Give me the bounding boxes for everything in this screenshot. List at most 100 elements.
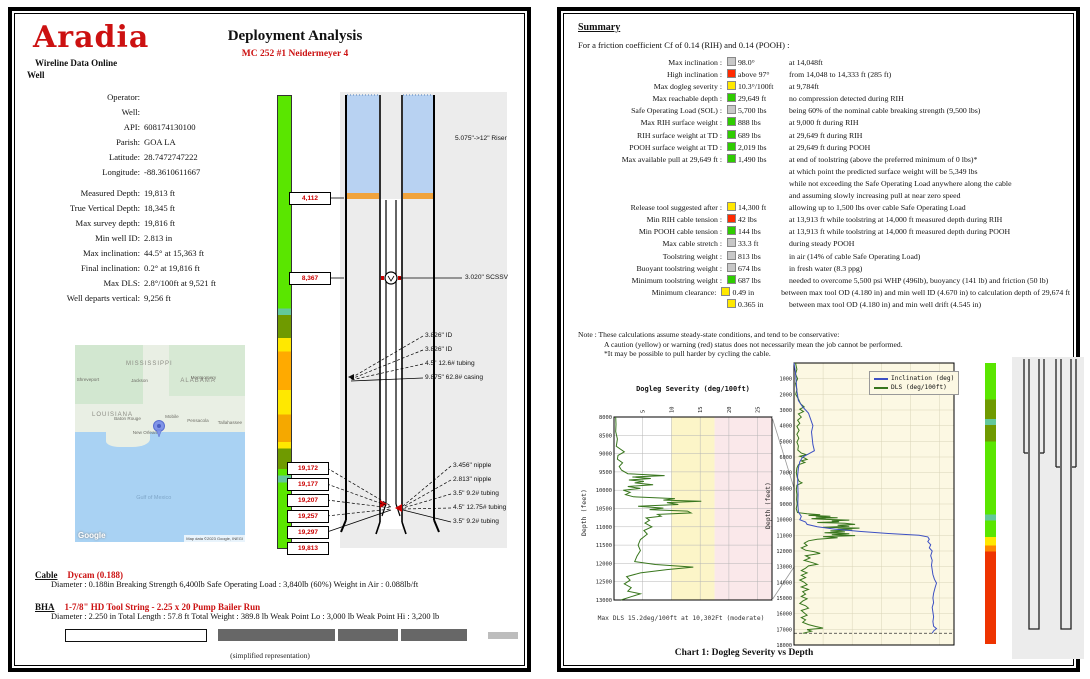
summary-row: Buoyant toolstring weight :674 lbs in fre… <box>636 262 863 273</box>
aradia-logo: Aradia <box>33 20 150 55</box>
summary-row: RIH surface weight at TD :689 lbs at 29,6… <box>637 129 863 140</box>
well-severity-colorbar <box>277 95 292 549</box>
summary-row: Safe Operating Load (SOL) :5,700 lbs bein… <box>631 105 981 116</box>
svg-text:11500: 11500 <box>596 543 612 549</box>
depth-box: 19,207 <box>287 494 329 507</box>
svg-text:25: 25 <box>756 407 762 414</box>
note-line: A caution (yellow) or warning (red) stat… <box>604 339 903 349</box>
map-pin-icon[interactable] <box>152 419 166 438</box>
well-tubes-schematic <box>1012 357 1084 659</box>
map-state-label: LOUISIANA <box>92 411 134 418</box>
scssv-label: 3.020" SCSSV <box>465 274 509 281</box>
status-swatch <box>727 262 736 272</box>
summary-intro: For a friction coefficient Cf of 0.14 (R… <box>578 40 790 50</box>
chart1-caption: Max DLS 15.2deg/100ft at 10,302Ft (moder… <box>597 615 765 622</box>
well-section-heading: Well <box>27 70 45 80</box>
well-stats-list: Measured Depth: 19,813 ft True Vertical D… <box>30 186 290 306</box>
status-swatch <box>727 93 736 103</box>
svg-text:12500: 12500 <box>596 580 612 586</box>
report-page-2: Summary For a friction coefficient Cf of… <box>557 7 1084 672</box>
summary-row-extra: and assuming slowly increasing pull at n… <box>789 191 961 201</box>
svg-text:2000: 2000 <box>780 392 793 398</box>
legend-label: DLS (deg/100ft) <box>891 384 947 391</box>
summary-row-extra: while not exceeding the Safe Operating L… <box>789 178 1012 188</box>
status-swatch <box>727 57 736 66</box>
svg-text:5000: 5000 <box>780 439 793 445</box>
tubing-label: 4.5" 12.75# tubing <box>453 504 507 511</box>
location-map[interactable]: MISSISSIPPI ALABAMA LOUISIANA Shreveport… <box>75 345 245 542</box>
status-swatch <box>727 69 736 79</box>
logo-subtitle: Wireline Data Online <box>35 58 118 68</box>
svg-text:15000: 15000 <box>776 596 792 602</box>
status-swatch <box>727 202 736 212</box>
depth-box: 19,297 <box>287 526 329 539</box>
summary-row: Minimum toolstring weight :687 lbs needed… <box>631 274 1049 285</box>
svg-text:10500: 10500 <box>596 507 612 513</box>
summary-row: Max available pull at 29,649 ft :1,490 l… <box>621 153 978 164</box>
depth-box: 8,367 <box>289 272 331 285</box>
svg-text:8000: 8000 <box>780 486 793 492</box>
info-row: Well departs vertical: 9,256 ft <box>66 293 171 303</box>
svg-text:8000: 8000 <box>599 415 612 421</box>
svg-text:12000: 12000 <box>776 549 792 555</box>
summary-row: Max dogleg severity :10.3°/100ft at 9,784… <box>653 81 819 92</box>
svg-text:10000: 10000 <box>776 518 792 524</box>
map-attribution: Map data ©2023 Google, INEGI <box>184 535 245 542</box>
info-row: Longitude: -88.3610611667 <box>102 167 201 177</box>
status-swatch <box>727 274 736 284</box>
info-row: Max survey depth: 19,816 ft <box>75 218 176 228</box>
svg-text:15: 15 <box>698 407 704 414</box>
summary-row: Max cable stretch :33.3 ft during steady … <box>662 238 855 249</box>
tubing-label: 3.5" 9.2# tubing <box>453 518 499 525</box>
status-swatch <box>727 238 736 248</box>
summary-table: Max inclination :98.0° at 14,048ft High i… <box>572 57 1070 311</box>
map-city-label: Jackson <box>131 378 148 384</box>
note-line: *It may be possible to pull harder by cy… <box>604 349 771 359</box>
toolstring-segment <box>401 629 467 641</box>
legend-label: Inclination (deg) <box>891 375 955 382</box>
summary-row: Release tool suggested after :14,300 ft a… <box>630 202 966 213</box>
status-swatch <box>727 81 736 91</box>
svg-text:4000: 4000 <box>780 424 793 430</box>
well-name-subtitle: MC 252 #1 Neidermeyer 4 <box>241 49 349 59</box>
summary-heading: Summary <box>578 22 621 33</box>
svg-text:1000: 1000 <box>780 377 793 383</box>
svg-text:10000: 10000 <box>596 488 612 494</box>
toolstring-graphic <box>65 628 520 643</box>
toolstring-segment <box>488 632 518 639</box>
chart2-ylabel: Depth (feet) <box>764 482 772 529</box>
inclination-dls-chart: 1000 2000 3000 4000 5000 6000 7000 8000 9000 1000… <box>776 362 955 649</box>
tubing-label: 4.5" 12.6# tubing <box>425 360 475 367</box>
summary-row: Max inclination :98.0° at 14,048ft <box>668 57 823 67</box>
page-title: Deployment Analysis <box>227 28 363 44</box>
status-swatch <box>727 105 736 115</box>
depth-box: 19,257 <box>287 510 329 523</box>
info-row: Latitude: 28.7472747222 <box>108 152 198 162</box>
svg-text:14000: 14000 <box>776 580 792 586</box>
info-row: Max inclination: 44.5° at 15,363 ft <box>82 248 205 258</box>
inclination-legend-swatch <box>874 377 888 380</box>
toolstring-segment <box>65 629 207 642</box>
svg-text:6000: 6000 <box>780 455 793 461</box>
info-row: Final inclination: 0.2° at 19,816 ft <box>81 263 200 273</box>
svg-text:17000: 17000 <box>776 627 792 633</box>
summary-row: Toolstring weight :813 lbs in air (14% of… <box>662 250 921 261</box>
depth-box: 19,177 <box>287 478 329 491</box>
note-line: Note : These calculations assume steady-… <box>578 330 840 339</box>
map-city-label: Pensacola <box>187 417 209 423</box>
svg-text:7000: 7000 <box>780 471 793 477</box>
status-swatch <box>727 226 736 236</box>
tubing-id-label: 3.826" ID <box>425 346 453 353</box>
svg-text:5: 5 <box>641 410 647 413</box>
svg-text:10: 10 <box>669 407 675 414</box>
title-block: Deployment Analysis MC 252 #1 Neidermeye… <box>155 28 435 59</box>
status-swatch <box>727 117 736 127</box>
svg-text:12000: 12000 <box>596 561 612 567</box>
info-row: Parish: GOA LA <box>116 137 176 147</box>
dls-legend-swatch <box>874 386 888 389</box>
summary-row-extra: at which point the predicted surface wei… <box>789 166 978 176</box>
bha-section-heading: BHA 1-7/8" HD Tool String - 2.25 x 20 Pu… <box>35 597 260 615</box>
scssv-valve-icon <box>384 271 398 285</box>
svg-text:18000: 18000 <box>776 643 792 649</box>
svg-text:9500: 9500 <box>599 470 612 476</box>
